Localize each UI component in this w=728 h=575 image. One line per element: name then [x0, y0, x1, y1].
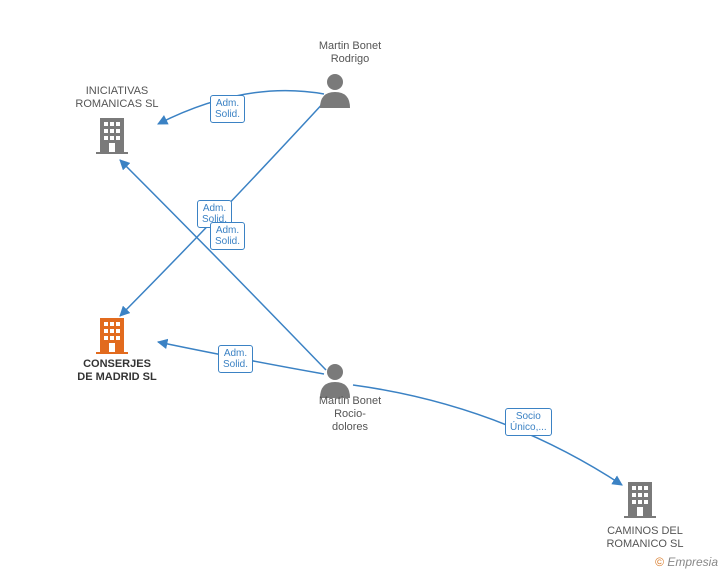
node-label-person1: Martin Bonet Rodrigo: [300, 40, 400, 66]
edge-label-e4: Adm. Solid.: [218, 345, 253, 373]
text-line: Rodrigo: [331, 53, 370, 65]
text-line: ROMANICAS SL: [75, 98, 158, 110]
text-line: Adm.: [224, 348, 247, 359]
text-line: CAMINOS DEL: [607, 525, 683, 537]
node-label-company2: CONSERJES DE MADRID SL: [62, 358, 172, 384]
text-line: Socio: [516, 411, 541, 422]
text-line: Adm.: [216, 98, 239, 109]
node-label-person2: Martin Bonet Rocio- dolores: [300, 395, 400, 435]
text-line: dolores: [332, 421, 368, 433]
text-line: Adm.: [216, 225, 239, 236]
text-line: Solid.: [223, 359, 248, 370]
node-label-company3: CAMINOS DEL ROMANICO SL: [590, 525, 700, 551]
watermark-text: Empresia: [667, 555, 718, 569]
text-line: ROMANICO SL: [606, 538, 683, 550]
edge-label-e5: Socio Único,...: [505, 408, 552, 436]
text-line: CONSERJES: [83, 358, 151, 370]
text-line: Único,...: [510, 422, 547, 433]
node-label-company1: INICIATIVAS ROMANICAS SL: [62, 85, 172, 111]
edge-p2-c1: [120, 160, 326, 370]
text-line: Solid.: [215, 236, 240, 247]
text-line: Rocio-: [334, 408, 366, 420]
edge-label-e2: Adm. Solid.: [210, 222, 245, 250]
copyright-symbol: ©: [655, 555, 664, 569]
text-line: INICIATIVAS: [86, 85, 149, 97]
text-line: Martin Bonet: [319, 40, 381, 52]
text-line: Adm.: [203, 203, 226, 214]
watermark: © Empresia: [655, 555, 718, 569]
diagram-canvas: Martin Bonet Rodrigo Martin Bonet Rocio-…: [0, 0, 728, 575]
text-line: Martin Bonet: [319, 395, 381, 407]
text-line: Solid.: [215, 109, 240, 120]
text-line: DE MADRID SL: [77, 371, 156, 383]
edge-label-e1: Adm. Solid.: [210, 95, 245, 123]
